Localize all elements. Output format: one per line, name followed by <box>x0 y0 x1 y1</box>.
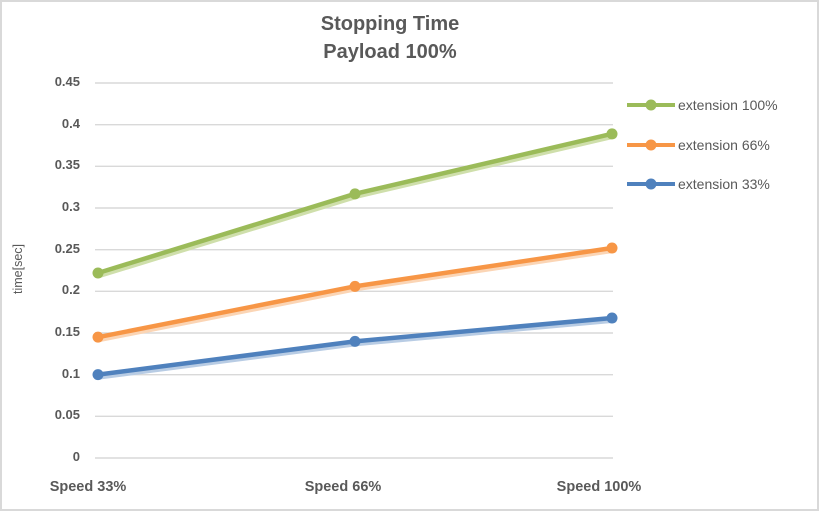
data-point <box>606 128 618 140</box>
y-tick-label: 0.1 <box>61 365 80 381</box>
legend-dot <box>645 178 657 190</box>
legend-label: extension 66% <box>678 137 770 153</box>
legend-dot <box>645 99 657 111</box>
y-tick-label: 0.15 <box>54 324 80 339</box>
legend-dot <box>645 139 657 151</box>
y-tick-label: 0.2 <box>61 282 80 298</box>
legend-label: extension 33% <box>678 176 770 192</box>
data-point <box>349 335 361 347</box>
y-tick-label: 0.05 <box>54 407 80 423</box>
legend-marker-extension-100-icon <box>627 99 675 111</box>
y-tick-label: 0.3 <box>61 199 80 214</box>
legend-item-extension-100: extension 100% <box>626 95 778 115</box>
legend-label: extension 100% <box>678 97 778 113</box>
data-point <box>349 280 361 292</box>
data-point <box>606 242 618 254</box>
chart-title-block: Stopping Time Payload 100% <box>95 10 685 66</box>
y-tick-label: 0.45 <box>54 74 80 89</box>
x-tick-label-speed-33: Speed 33% <box>49 479 127 495</box>
data-point <box>606 312 618 324</box>
data-point <box>349 188 361 200</box>
series-shadow-0 <box>98 134 617 278</box>
legend-item-extension-33: extension 33% <box>626 174 770 194</box>
data-point <box>92 331 104 343</box>
y-tick-label: 0.4 <box>61 115 80 131</box>
chart-title: Stopping Time <box>320 13 460 35</box>
y-tick-label: 0 <box>72 449 80 464</box>
legend-marker-extension-33-icon <box>627 178 675 190</box>
legend-marker-extension-66-icon <box>627 139 675 151</box>
legend-item-extension-66: extension 66% <box>626 135 770 155</box>
chart-subtitle: Payload 100% <box>323 41 457 63</box>
data-point <box>92 369 104 381</box>
x-tick-label-speed-100: Speed 100% <box>556 479 642 495</box>
y-tick-label: 0.25 <box>54 240 80 256</box>
data-point <box>92 267 104 279</box>
x-tick-label-speed-66: Speed 66% <box>304 479 382 495</box>
series-shadow-2 <box>98 318 617 380</box>
y-tick-label: 0.35 <box>54 157 80 173</box>
